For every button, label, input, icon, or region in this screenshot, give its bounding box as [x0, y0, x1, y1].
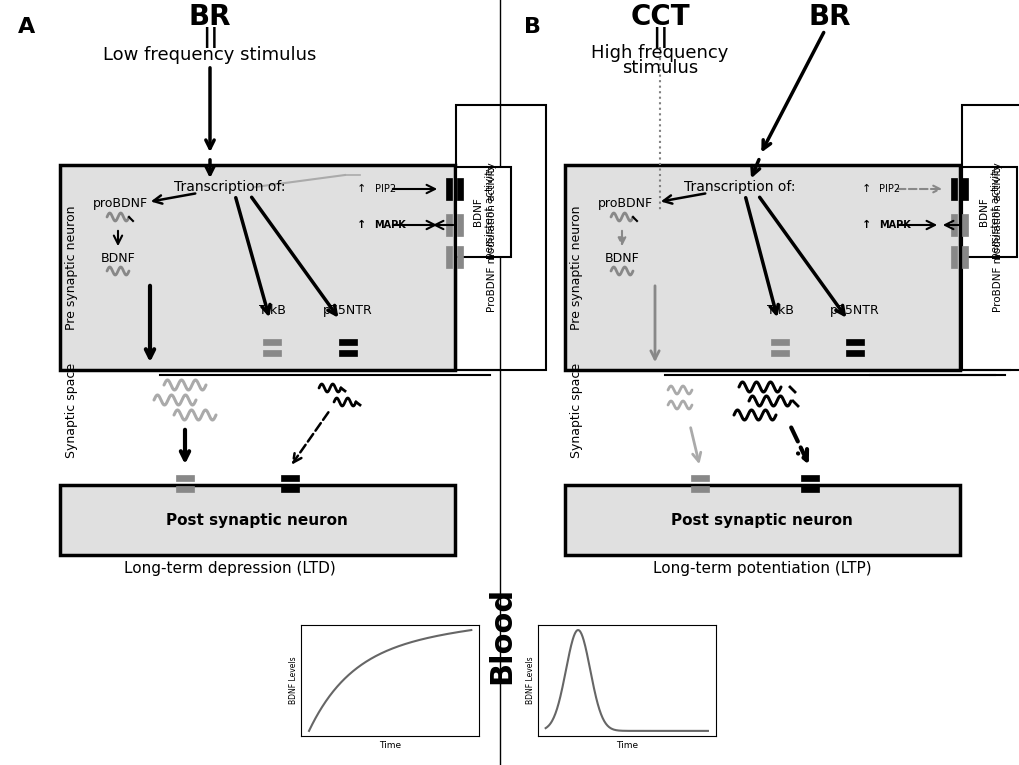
Text: BDNF: BDNF [101, 252, 136, 265]
Text: p75NTR: p75NTR [829, 304, 879, 317]
Text: BDNF
persistent activity: BDNF persistent activity [473, 164, 494, 259]
Bar [60, 485, 454, 555]
Text: BR: BR [808, 3, 851, 31]
Bar [60, 165, 454, 370]
Bar [280, 486, 299, 491]
Text: ↑: ↑ [357, 184, 370, 194]
Text: ProBDNF modulation activity: ProBDNF modulation activity [993, 162, 1002, 312]
Text: proBDNF: proBDNF [597, 197, 652, 210]
Bar [565, 485, 959, 555]
Text: ||: || [202, 27, 218, 47]
Bar [845, 350, 863, 356]
Text: Post synaptic neuron: Post synaptic neuron [166, 513, 347, 528]
Bar [951, 178, 957, 200]
Text: Transcription of:: Transcription of: [684, 180, 795, 194]
Text: ↑: ↑ [861, 220, 874, 230]
Bar [800, 486, 818, 491]
Bar [338, 338, 357, 344]
Text: Pre synaptic neuron: Pre synaptic neuron [570, 205, 583, 330]
Text: TrkB: TrkB [258, 304, 285, 317]
Bar [455, 105, 545, 370]
Bar [845, 338, 863, 344]
Text: stimulus: stimulus [622, 59, 697, 77]
Bar [690, 486, 708, 491]
Text: Long-term potentiation (LTP): Long-term potentiation (LTP) [652, 562, 870, 577]
Y-axis label: BDNF Levels: BDNF Levels [525, 656, 534, 705]
Text: proBDNF: proBDNF [93, 197, 148, 210]
Text: PIP2: PIP2 [375, 184, 395, 194]
Bar [458, 246, 463, 268]
Bar [446, 214, 452, 236]
X-axis label: Time: Time [379, 741, 400, 750]
Bar [176, 474, 194, 480]
Text: Synaptic space: Synaptic space [570, 363, 583, 457]
Text: PIP2: PIP2 [878, 184, 899, 194]
Text: Low frequency stimulus: Low frequency stimulus [103, 46, 316, 64]
Text: Transcription of:: Transcription of: [174, 180, 285, 194]
Bar [962, 178, 968, 200]
Bar [961, 105, 1019, 370]
Text: Post synaptic neuron: Post synaptic neuron [671, 513, 852, 528]
Text: TrkB: TrkB [766, 304, 793, 317]
Text: B: B [524, 17, 540, 37]
Bar [176, 486, 194, 491]
Bar [961, 167, 1016, 257]
Text: BDNF: BDNF [604, 252, 639, 265]
Text: p75NTR: p75NTR [323, 304, 373, 317]
Bar [690, 474, 708, 480]
Bar [280, 474, 299, 480]
Text: Blood: Blood [487, 587, 516, 684]
X-axis label: Time: Time [615, 741, 637, 750]
Text: A: A [18, 17, 36, 37]
Text: Synaptic space: Synaptic space [65, 363, 78, 457]
Bar [458, 178, 463, 200]
Bar [951, 214, 957, 236]
Bar [565, 165, 959, 370]
Bar [338, 350, 357, 356]
Bar [770, 338, 789, 344]
Text: ProBDNF modulation activity: ProBDNF modulation activity [486, 162, 496, 312]
Text: BDNF
persistent activity: BDNF persistent activity [978, 164, 1000, 259]
Bar [458, 214, 463, 236]
Bar [962, 246, 968, 268]
Bar [962, 214, 968, 236]
Text: BR: BR [189, 3, 231, 31]
Bar [446, 178, 452, 200]
Bar [263, 350, 280, 356]
Text: Pre synaptic neuron: Pre synaptic neuron [65, 205, 78, 330]
Bar [770, 350, 789, 356]
Text: CCT: CCT [630, 3, 689, 31]
Text: ||: || [651, 27, 667, 47]
Bar [800, 474, 818, 480]
Text: High frequency: High frequency [591, 44, 728, 62]
Text: MAPK: MAPK [374, 220, 406, 230]
Text: ↑: ↑ [861, 184, 874, 194]
Bar [951, 246, 957, 268]
Bar [263, 338, 280, 344]
Y-axis label: BDNF Levels: BDNF Levels [288, 656, 298, 705]
Bar [446, 246, 452, 268]
Bar [455, 167, 511, 257]
Text: Long-term depression (LTD): Long-term depression (LTD) [124, 562, 335, 577]
Text: ↑: ↑ [357, 220, 370, 230]
Text: MAPK: MAPK [878, 220, 910, 230]
